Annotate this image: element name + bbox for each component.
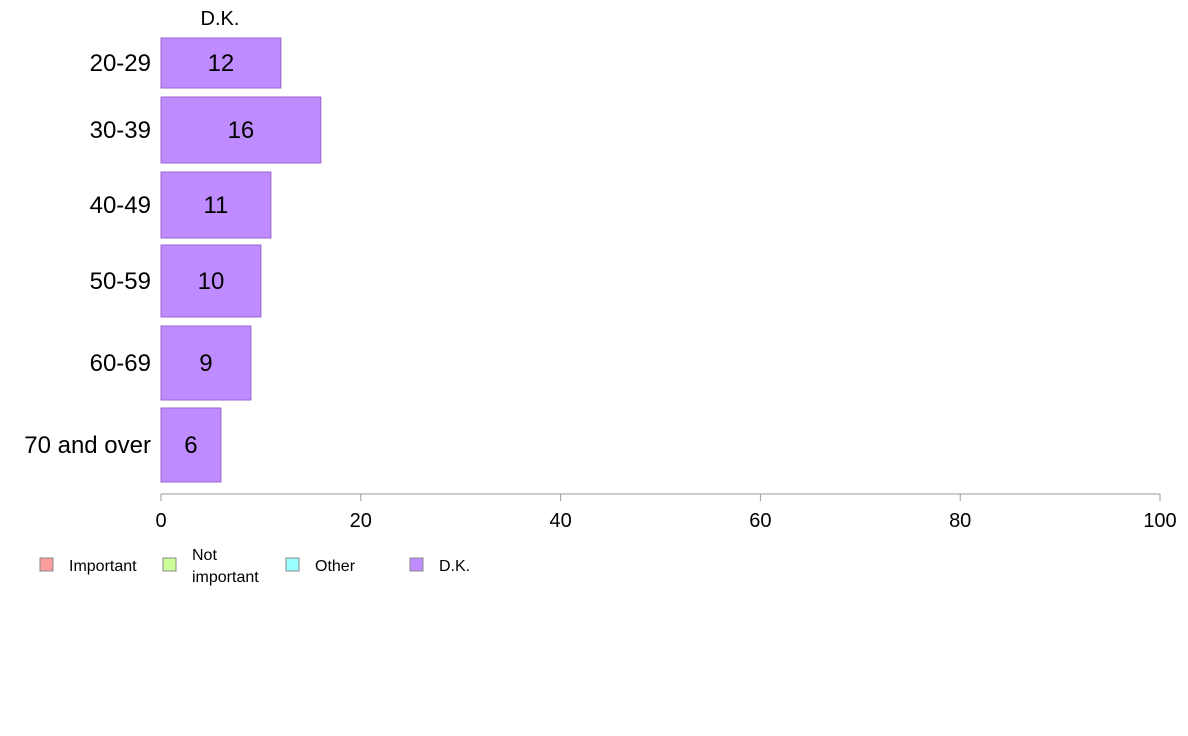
- bar-50-59: [160, 244, 262, 318]
- legend-label: important: [192, 569, 259, 586]
- legend-item: Other: [285, 557, 356, 575]
- category-label: 20-29: [90, 50, 151, 77]
- legend-item: Important: [39, 557, 137, 575]
- bar-value-label: 6: [184, 432, 197, 459]
- category-label: 30-39: [90, 117, 151, 144]
- category-label: 40-49: [90, 192, 151, 219]
- bar-70-and-over: [160, 407, 222, 483]
- legend: Important Not important Other D.K.: [39, 547, 470, 586]
- legend-label: D.K.: [439, 558, 470, 575]
- category-label: 60-69: [90, 350, 151, 377]
- bar-value-label: 10: [198, 268, 225, 295]
- legend-label: Important: [69, 558, 137, 575]
- legend-swatch: [39, 557, 54, 572]
- legend-swatch: [285, 557, 300, 572]
- x-tick-label: 100: [1143, 510, 1176, 532]
- bar-40-49: [160, 171, 272, 239]
- category-label: 70 and over: [24, 432, 151, 459]
- bar-value-label: 16: [228, 117, 255, 144]
- legend-swatch: [409, 557, 424, 572]
- x-tick-label: 40: [549, 510, 571, 532]
- legend-label: Not: [192, 547, 217, 564]
- bar-value-label: 11: [203, 192, 228, 219]
- x-tick-label: 20: [350, 510, 372, 532]
- x-tick-label: 80: [949, 510, 971, 532]
- bar-20-29: [160, 37, 282, 89]
- x-tick-label: 60: [749, 510, 771, 532]
- bar-30-39: [160, 96, 322, 164]
- legend-item: Not important: [162, 547, 259, 586]
- legend-swatch: [162, 557, 177, 572]
- legend-label: Other: [315, 558, 356, 575]
- bars-group: 12 20-29 16 30-39 11 40-49 10 50-59 9 60-69 6 70 an…: [24, 37, 322, 483]
- bar-value-label: 9: [199, 350, 212, 377]
- legend-item: D.K.: [409, 557, 470, 575]
- category-label: 50-59: [90, 268, 151, 295]
- bar-value-label: 12: [208, 50, 235, 77]
- bar-60-69: [160, 325, 252, 401]
- x-tick-label: 0: [155, 510, 166, 532]
- x-axis: 0 20 40 60 80 100: [155, 493, 1177, 532]
- panel-title: D.K.: [201, 8, 240, 30]
